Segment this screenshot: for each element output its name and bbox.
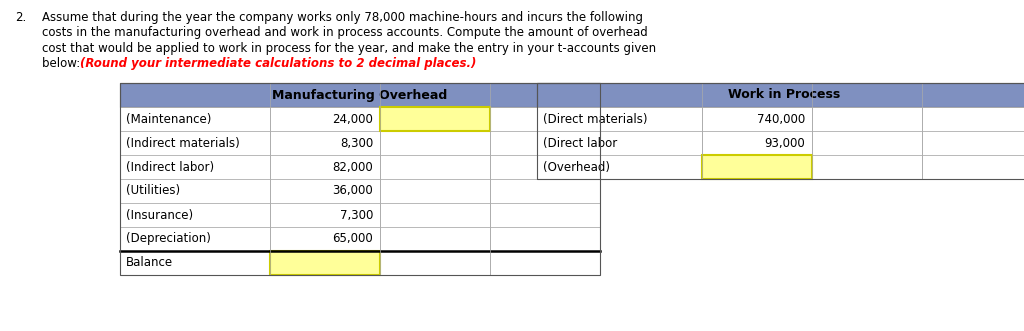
Text: Balance: Balance bbox=[126, 257, 173, 269]
Bar bbox=[380, 227, 490, 251]
Text: Assume that during the year the company works only 78,000 machine-hours and incu: Assume that during the year the company … bbox=[42, 11, 643, 24]
Bar bbox=[120, 83, 600, 275]
Text: (Direct labor: (Direct labor bbox=[543, 136, 617, 150]
Bar bbox=[702, 107, 812, 131]
Bar bbox=[537, 155, 702, 179]
Bar bbox=[270, 251, 380, 275]
Bar bbox=[270, 155, 380, 179]
Bar bbox=[120, 227, 270, 251]
Text: (Direct materials): (Direct materials) bbox=[543, 113, 647, 125]
Bar bbox=[922, 155, 1024, 179]
Bar bbox=[922, 107, 1024, 131]
Bar bbox=[380, 131, 490, 155]
Text: 93,000: 93,000 bbox=[764, 136, 805, 150]
Bar bbox=[380, 155, 490, 179]
Bar bbox=[490, 227, 600, 251]
Text: Manufacturing Overhead: Manufacturing Overhead bbox=[272, 88, 447, 102]
Bar bbox=[702, 131, 812, 155]
Text: costs in the manufacturing overhead and work in process accounts. Compute the am: costs in the manufacturing overhead and … bbox=[42, 26, 648, 39]
Bar bbox=[270, 179, 380, 203]
Text: (Round your intermediate calculations to 2 decimal places.): (Round your intermediate calculations to… bbox=[81, 58, 477, 71]
Bar bbox=[270, 227, 380, 251]
Text: (Maintenance): (Maintenance) bbox=[126, 113, 211, 125]
Bar bbox=[120, 179, 270, 203]
Bar bbox=[490, 179, 600, 203]
Bar bbox=[120, 251, 270, 275]
Bar bbox=[490, 131, 600, 155]
Bar bbox=[490, 251, 600, 275]
Text: (Indirect materials): (Indirect materials) bbox=[126, 136, 240, 150]
Text: (Indirect labor): (Indirect labor) bbox=[126, 161, 214, 173]
Bar bbox=[490, 155, 600, 179]
Bar bbox=[380, 107, 490, 131]
Text: below:: below: bbox=[42, 58, 84, 71]
Bar bbox=[270, 203, 380, 227]
Text: 2.: 2. bbox=[15, 11, 27, 24]
Bar bbox=[812, 155, 922, 179]
Bar bbox=[380, 179, 490, 203]
Bar bbox=[120, 107, 270, 131]
Bar bbox=[120, 203, 270, 227]
Bar bbox=[812, 107, 922, 131]
Bar bbox=[490, 203, 600, 227]
Text: (Insurance): (Insurance) bbox=[126, 209, 194, 221]
Bar bbox=[270, 131, 380, 155]
Bar bbox=[702, 155, 812, 179]
Text: Work in Process: Work in Process bbox=[728, 88, 841, 102]
Bar bbox=[537, 131, 702, 155]
Text: cost that would be applied to work in process for the year, and make the entry i: cost that would be applied to work in pr… bbox=[42, 42, 656, 55]
Bar bbox=[812, 131, 922, 155]
Text: (Utilities): (Utilities) bbox=[126, 184, 180, 198]
Text: 82,000: 82,000 bbox=[332, 161, 373, 173]
Bar bbox=[120, 83, 600, 107]
Bar bbox=[537, 83, 1024, 107]
Bar bbox=[120, 155, 270, 179]
Text: 24,000: 24,000 bbox=[332, 113, 373, 125]
Bar bbox=[922, 131, 1024, 155]
Bar bbox=[270, 107, 380, 131]
Text: 36,000: 36,000 bbox=[332, 184, 373, 198]
Bar bbox=[537, 107, 702, 131]
Bar bbox=[380, 251, 490, 275]
Bar bbox=[120, 131, 270, 155]
Text: 65,000: 65,000 bbox=[332, 232, 373, 246]
Text: 8,300: 8,300 bbox=[340, 136, 373, 150]
Bar bbox=[380, 203, 490, 227]
Text: (Depreciation): (Depreciation) bbox=[126, 232, 211, 246]
Text: 7,300: 7,300 bbox=[340, 209, 373, 221]
Bar bbox=[537, 83, 1024, 179]
Text: 740,000: 740,000 bbox=[757, 113, 805, 125]
Text: (Overhead): (Overhead) bbox=[543, 161, 610, 173]
Bar bbox=[490, 107, 600, 131]
